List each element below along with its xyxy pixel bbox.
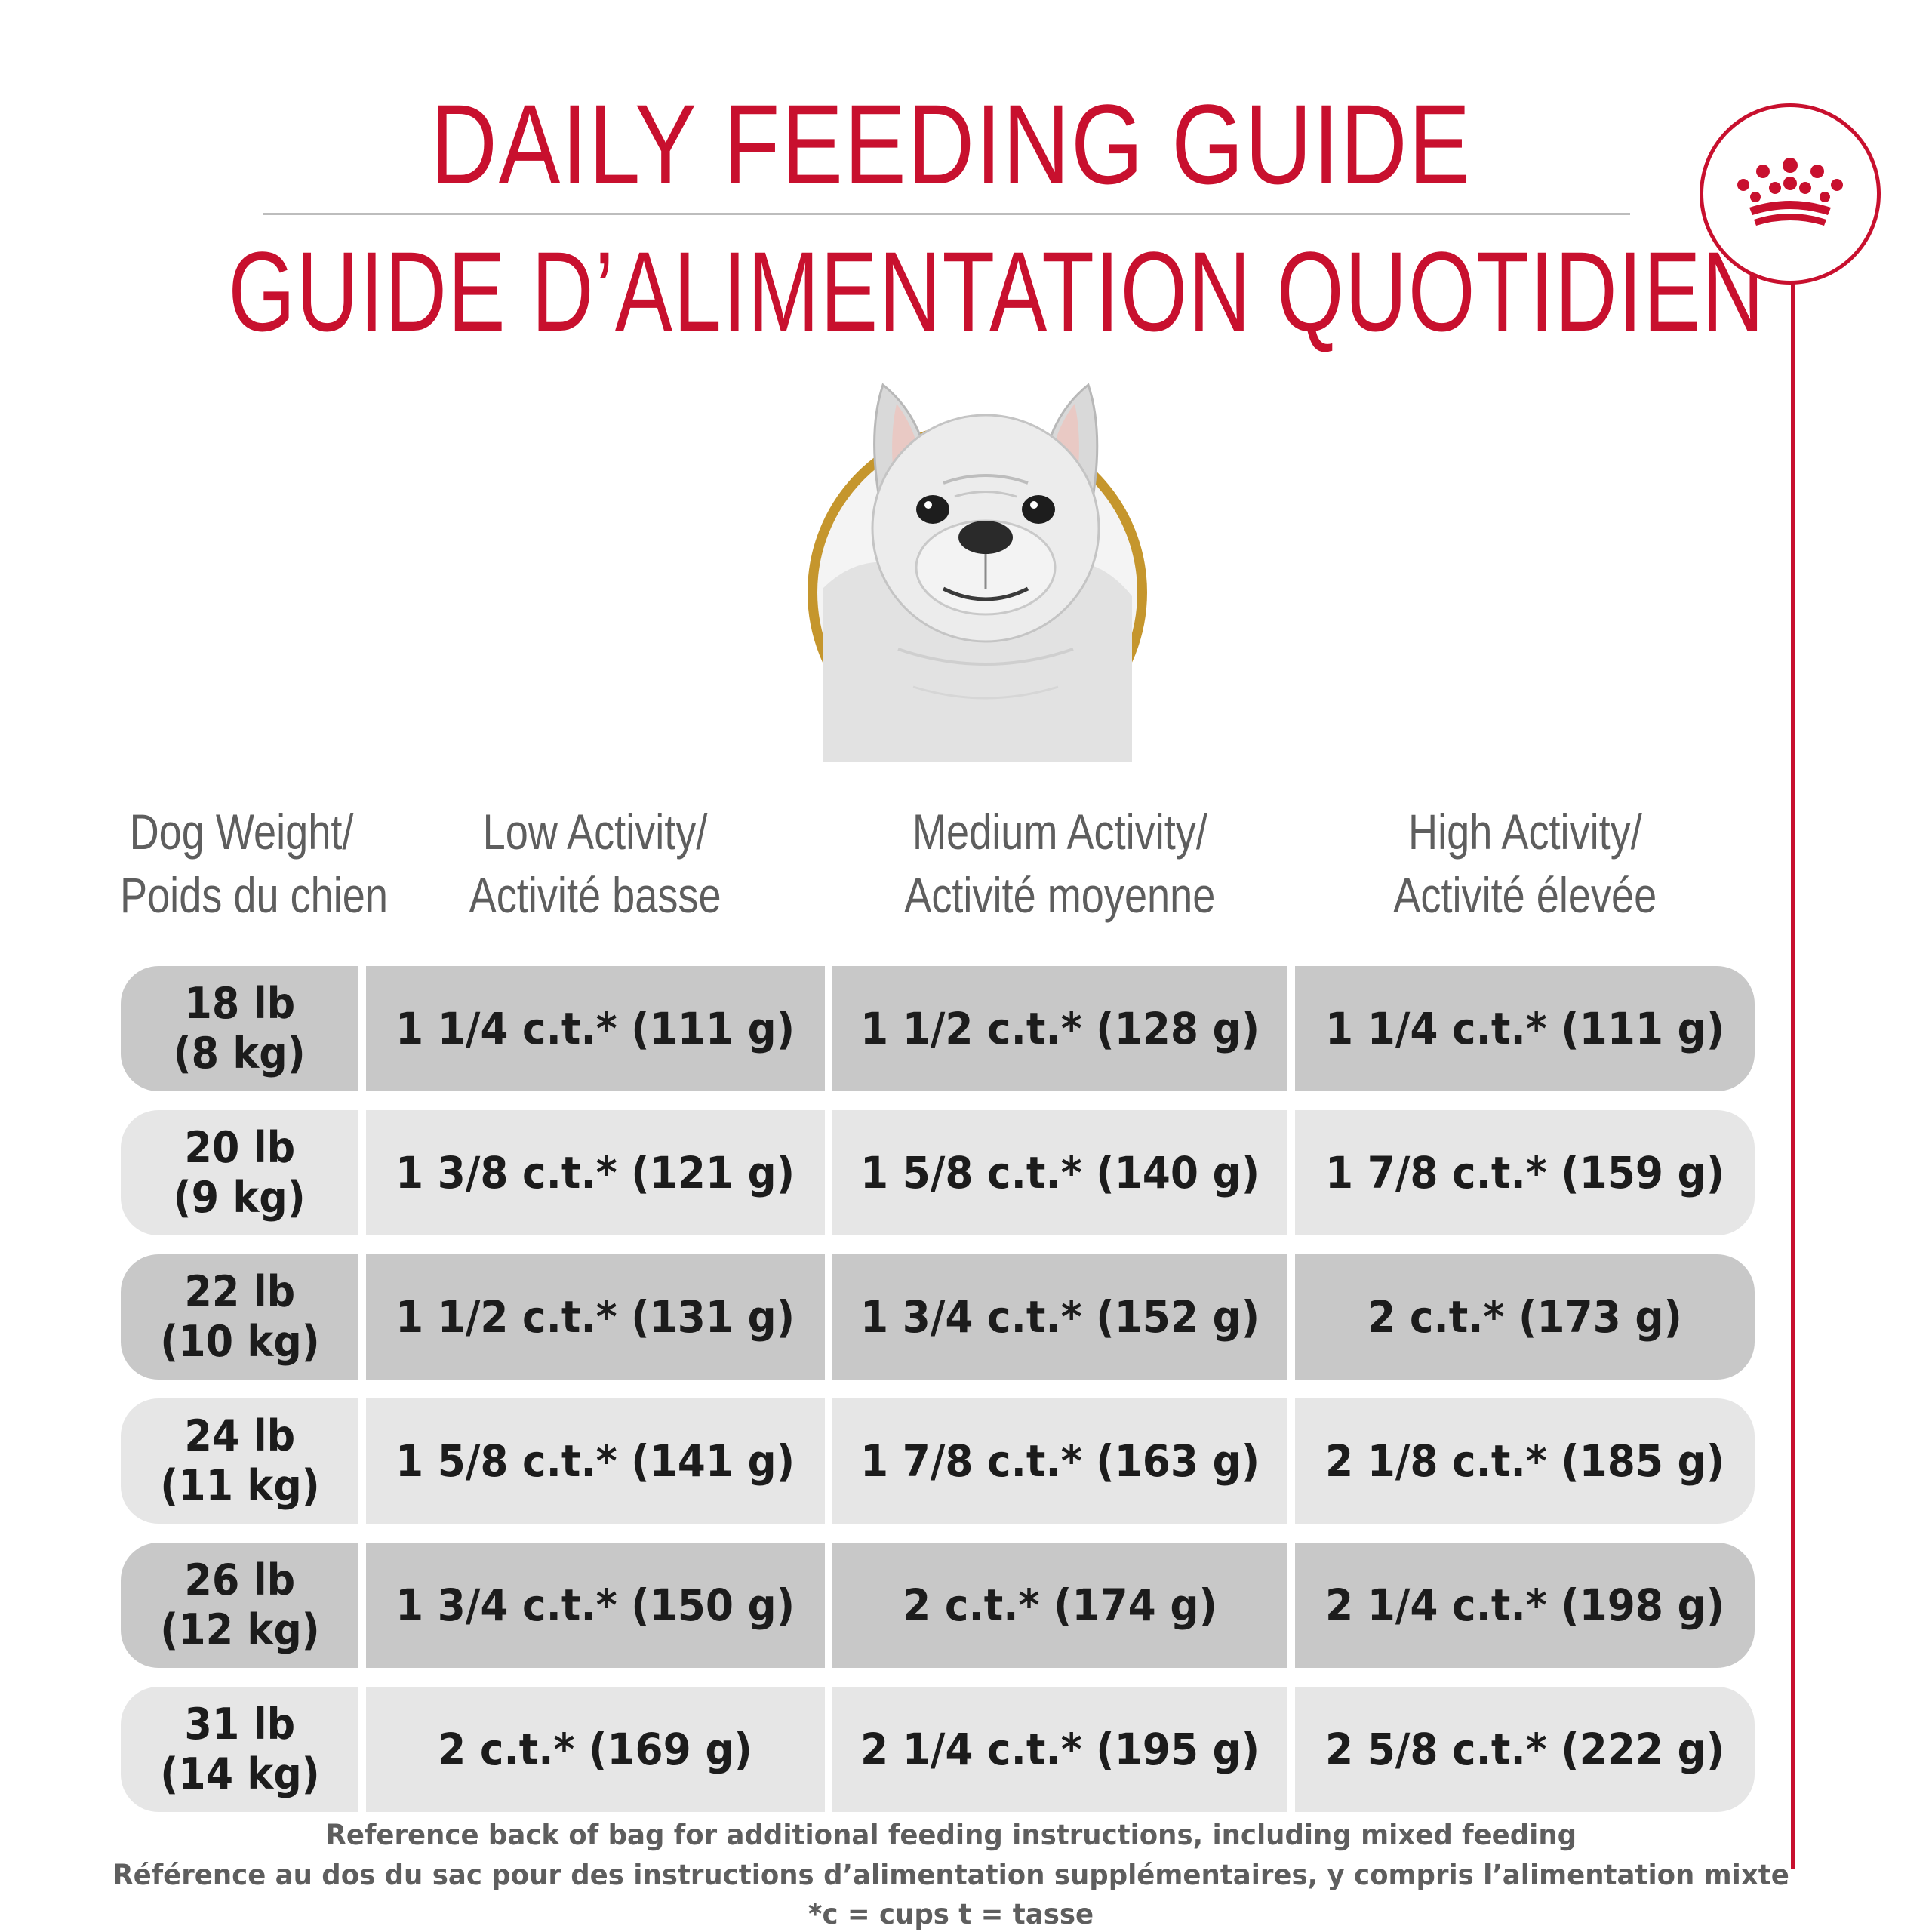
- header-medium-activity-fr: Activité moyenne: [904, 867, 1216, 923]
- weight-cell: 22 lb (10 kg): [121, 1254, 358, 1380]
- brand-logo-circle: [1700, 103, 1881, 285]
- table-row: 31 lb (14 kg) 2 c.t.* (169 g) 2 1/4 c.t.…: [121, 1687, 1755, 1812]
- weight-kg: (12 kg): [159, 1605, 320, 1655]
- table-row: 18 lb (8 kg) 1 1/4 c.t.* (111 g) 1 1/2 c…: [121, 966, 1755, 1091]
- table-row: 24 lb (11 kg) 1 5/8 c.t.* (141 g) 1 7/8 …: [121, 1398, 1755, 1524]
- medium-activity-cell: 1 5/8 c.t.* (140 g): [832, 1110, 1287, 1235]
- weight-cell: 20 lb (9 kg): [121, 1110, 358, 1235]
- high-activity-cell: 2 1/8 c.t.* (185 g): [1295, 1398, 1755, 1524]
- low-activity-cell: 1 1/4 c.t.* (111 g): [366, 966, 825, 1091]
- medium-activity-cell: 1 7/8 c.t.* (163 g): [832, 1398, 1287, 1524]
- weight-kg: (9 kg): [173, 1173, 306, 1223]
- header-high-activity: High Activity/ Activité élevée: [1295, 800, 1755, 936]
- brand-vertical-line: [1791, 284, 1795, 1869]
- high-activity-cell: 2 c.t.* (173 g): [1295, 1254, 1755, 1380]
- header-high-activity-en: High Activity/: [1407, 804, 1642, 860]
- header-dog-weight-en: Dog Weight/: [129, 804, 354, 860]
- weight-lb: 24 lb: [184, 1411, 295, 1461]
- weight-cell: 31 lb (14 kg): [121, 1687, 358, 1812]
- header-high-activity-fr: Activité élevée: [1393, 867, 1657, 923]
- footer-units-legend: *c = cups t = tasse: [808, 1898, 1094, 1930]
- dog-portrait-icon: [823, 383, 1132, 762]
- weight-lb: 22 lb: [184, 1267, 295, 1317]
- table-row: 22 lb (10 kg) 1 1/2 c.t.* (131 g) 1 3/4 …: [121, 1254, 1755, 1380]
- header-low-activity-fr: Activité basse: [469, 867, 721, 923]
- footer-note-english: Reference back of bag for additional fee…: [325, 1819, 1577, 1851]
- weight-lb: 18 lb: [184, 979, 295, 1029]
- title-french: GUIDE D’ALIMENTATION QUOTIDIEN: [228, 228, 1765, 355]
- low-activity-cell: 1 3/4 c.t.* (150 g): [366, 1543, 825, 1668]
- weight-lb: 20 lb: [184, 1123, 295, 1173]
- weight-kg: (10 kg): [159, 1317, 320, 1367]
- header-dog-weight: Dog Weight/ Poids du chien: [91, 800, 392, 936]
- medium-activity-cell: 1 3/4 c.t.* (152 g): [832, 1254, 1287, 1380]
- low-activity-cell: 1 1/2 c.t.* (131 g): [366, 1254, 825, 1380]
- low-activity-cell: 1 3/8 c.t.* (121 g): [366, 1110, 825, 1235]
- table-row: 20 lb (9 kg) 1 3/8 c.t.* (121 g) 1 5/8 c…: [121, 1110, 1755, 1235]
- high-activity-cell: 1 7/8 c.t.* (159 g): [1295, 1110, 1755, 1235]
- weight-lb: 26 lb: [184, 1555, 295, 1605]
- high-activity-cell: 1 1/4 c.t.* (111 g): [1295, 966, 1755, 1091]
- header-medium-activity: Medium Activity/ Activité moyenne: [832, 800, 1287, 936]
- low-activity-cell: 2 c.t.* (169 g): [366, 1687, 825, 1812]
- weight-kg: (14 kg): [159, 1749, 320, 1799]
- low-activity-cell: 1 5/8 c.t.* (141 g): [366, 1398, 825, 1524]
- header-low-activity: Low Activity/ Activité basse: [366, 800, 825, 936]
- header-medium-activity-en: Medium Activity/: [912, 804, 1208, 860]
- weight-cell: 24 lb (11 kg): [121, 1398, 358, 1524]
- header-low-activity-en: Low Activity/: [483, 804, 708, 860]
- crown-icon: [1737, 158, 1843, 226]
- title-divider: [263, 213, 1630, 215]
- header-dog-weight-fr: Poids du chien: [119, 867, 389, 923]
- title-english: DAILY FEEDING GUIDE: [430, 81, 1472, 208]
- high-activity-cell: 2 5/8 c.t.* (222 g): [1295, 1687, 1755, 1812]
- medium-activity-cell: 1 1/2 c.t.* (128 g): [832, 966, 1287, 1091]
- weight-lb: 31 lb: [184, 1700, 295, 1749]
- footer-note-french: Référence au dos du sac pour des instruc…: [112, 1859, 1789, 1891]
- high-activity-cell: 2 1/4 c.t.* (198 g): [1295, 1543, 1755, 1668]
- weight-kg: (8 kg): [173, 1029, 306, 1078]
- table-row: 26 lb (12 kg) 1 3/4 c.t.* (150 g) 2 c.t.…: [121, 1543, 1755, 1668]
- weight-kg: (11 kg): [159, 1461, 320, 1511]
- weight-cell: 18 lb (8 kg): [121, 966, 358, 1091]
- medium-activity-cell: 2 c.t.* (174 g): [832, 1543, 1287, 1668]
- medium-activity-cell: 2 1/4 c.t.* (195 g): [832, 1687, 1287, 1812]
- weight-cell: 26 lb (12 kg): [121, 1543, 358, 1668]
